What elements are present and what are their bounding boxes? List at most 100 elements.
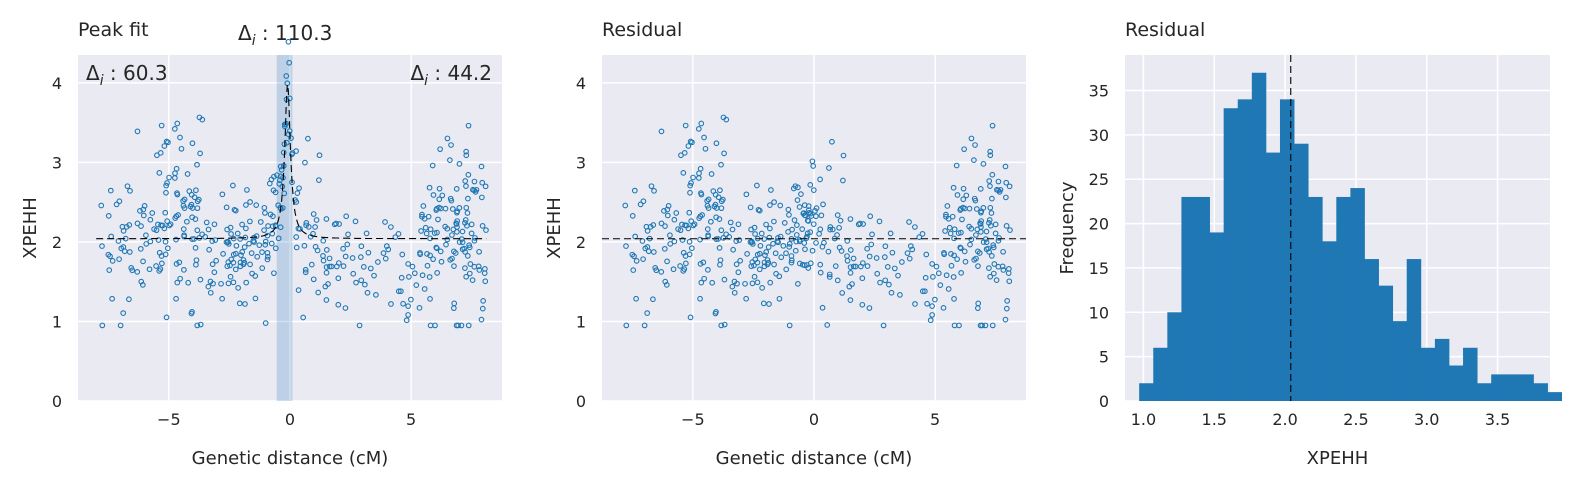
histogram-bar bbox=[1434, 338, 1450, 401]
data-point bbox=[658, 220, 665, 227]
data-point bbox=[650, 249, 657, 255]
data-point bbox=[708, 218, 714, 225]
data-point bbox=[887, 230, 894, 237]
data-point bbox=[383, 243, 390, 249]
histogram-bar bbox=[1294, 143, 1309, 401]
data-point bbox=[720, 235, 727, 241]
data-point bbox=[140, 258, 146, 265]
data-point bbox=[687, 189, 693, 196]
data-point bbox=[820, 201, 826, 208]
data-point bbox=[776, 295, 783, 302]
data-point bbox=[895, 272, 901, 279]
data-point bbox=[961, 248, 968, 255]
data-point bbox=[219, 295, 225, 302]
data-point bbox=[680, 170, 687, 176]
data-point bbox=[713, 140, 720, 147]
data-point bbox=[466, 242, 473, 248]
data-point bbox=[650, 222, 657, 228]
data-point bbox=[977, 221, 984, 227]
data-point bbox=[458, 322, 465, 329]
data-point bbox=[251, 239, 257, 245]
data-point bbox=[1005, 270, 1012, 276]
data-point bbox=[817, 269, 824, 276]
data-point bbox=[990, 270, 997, 277]
data-point bbox=[763, 249, 770, 255]
data-point bbox=[137, 245, 144, 252]
data-point bbox=[237, 263, 244, 270]
data-point bbox=[181, 266, 187, 273]
data-point bbox=[434, 270, 440, 276]
data-point bbox=[163, 138, 170, 145]
panel-title: Peak fit bbox=[78, 19, 149, 41]
data-point bbox=[388, 301, 394, 307]
data-point bbox=[977, 228, 984, 235]
data-point bbox=[716, 245, 723, 251]
data-point bbox=[957, 244, 964, 251]
data-point bbox=[991, 261, 998, 267]
data-point bbox=[479, 179, 486, 186]
data-point bbox=[478, 163, 485, 170]
data-point bbox=[758, 230, 765, 237]
data-point bbox=[173, 295, 179, 302]
data-point bbox=[697, 236, 703, 243]
panel-title: Residual bbox=[1125, 19, 1205, 41]
data-point bbox=[211, 221, 218, 228]
data-point bbox=[701, 134, 707, 141]
data-point bbox=[224, 238, 231, 245]
data-point bbox=[124, 183, 131, 190]
data-point bbox=[212, 237, 219, 243]
data-point bbox=[888, 289, 895, 296]
data-point bbox=[752, 231, 758, 237]
data-point bbox=[954, 256, 960, 263]
data-point bbox=[760, 300, 767, 307]
data-point bbox=[405, 303, 411, 309]
data-point bbox=[818, 212, 825, 219]
data-point bbox=[411, 270, 418, 277]
data-point bbox=[292, 197, 298, 203]
data-point bbox=[295, 287, 302, 293]
data-point bbox=[425, 213, 432, 220]
data-point bbox=[641, 322, 648, 329]
data-point bbox=[468, 230, 475, 237]
data-point bbox=[261, 227, 267, 234]
data-point bbox=[698, 120, 705, 127]
data-point bbox=[271, 270, 277, 277]
data-point bbox=[199, 116, 206, 123]
data-point bbox=[630, 267, 637, 273]
histogram-bar bbox=[1153, 347, 1168, 401]
data-point bbox=[138, 223, 144, 229]
data-point bbox=[235, 284, 241, 291]
data-point bbox=[350, 270, 357, 277]
data-point bbox=[961, 146, 967, 153]
y-tick-label: 2 bbox=[576, 233, 586, 252]
data-point bbox=[643, 223, 650, 230]
data-point bbox=[904, 250, 911, 256]
data-point bbox=[161, 143, 168, 149]
data-point bbox=[802, 246, 808, 253]
data-point bbox=[143, 232, 149, 239]
data-point bbox=[194, 227, 201, 234]
data-point bbox=[147, 238, 154, 245]
data-point bbox=[748, 238, 755, 245]
data-point bbox=[480, 298, 487, 304]
data-point bbox=[335, 275, 342, 282]
data-point bbox=[264, 249, 271, 256]
data-point bbox=[801, 262, 808, 269]
histogram-bar bbox=[1463, 347, 1478, 401]
data-point bbox=[973, 255, 979, 262]
data-point bbox=[174, 120, 181, 127]
data-point bbox=[949, 213, 956, 220]
data-point bbox=[909, 246, 916, 253]
data-point bbox=[158, 122, 165, 129]
data-point bbox=[840, 152, 847, 159]
data-point bbox=[162, 251, 169, 258]
data-point bbox=[852, 263, 859, 270]
y-tick-label: 0 bbox=[576, 392, 586, 411]
data-point bbox=[827, 226, 833, 233]
data-point bbox=[720, 196, 726, 203]
data-point bbox=[986, 265, 992, 271]
data-point bbox=[197, 276, 204, 283]
data-point bbox=[158, 222, 164, 229]
data-point bbox=[302, 159, 308, 166]
y-tick-label: 5 bbox=[1099, 348, 1109, 367]
